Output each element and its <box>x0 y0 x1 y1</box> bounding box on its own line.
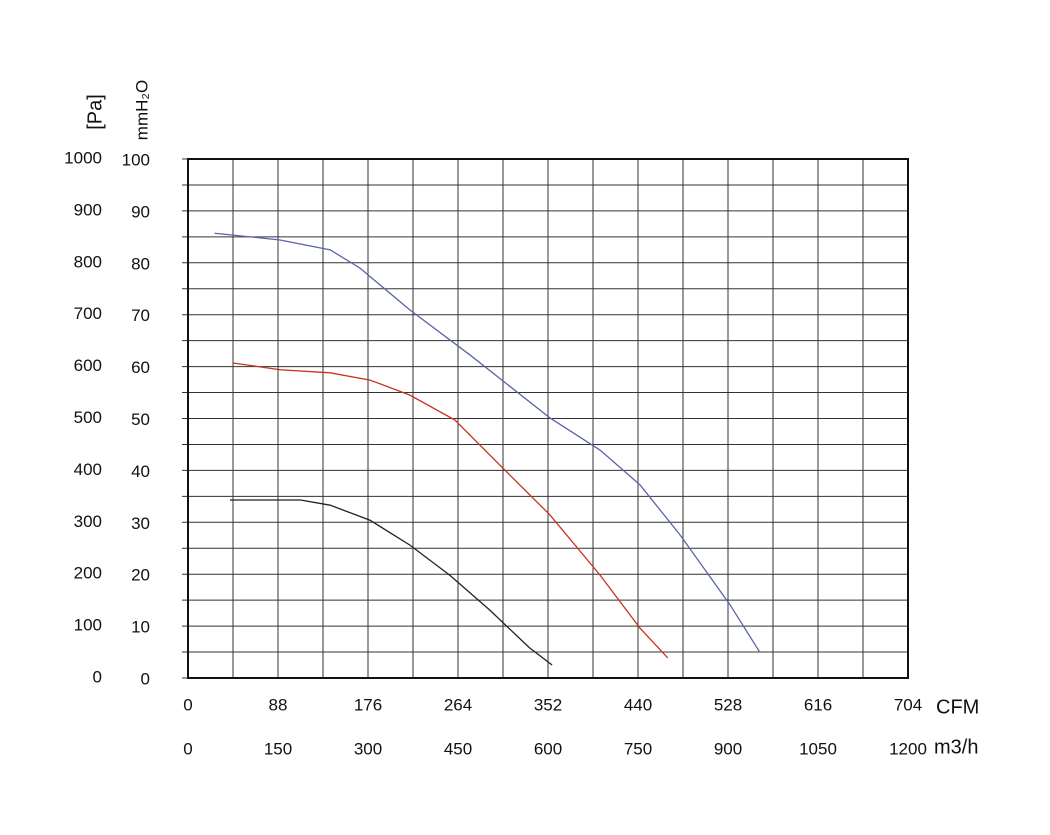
x2-tick-label: 1200 <box>889 739 927 758</box>
y-tick-label: 100 <box>74 616 102 635</box>
y2-tick-label: 60 <box>131 358 150 377</box>
x-tick-label: 264 <box>444 695 472 714</box>
y-tick-label: 1000 <box>64 148 102 167</box>
y2-tick-label: 50 <box>131 410 150 429</box>
x-tick-label: 88 <box>269 695 288 714</box>
x-tick-label: 440 <box>624 695 652 714</box>
y2-tick-label: 40 <box>131 462 150 481</box>
y2-tick-label: 0 <box>141 669 150 688</box>
x-tick-label: 528 <box>714 695 742 714</box>
fan-curve <box>214 232 761 653</box>
fan-curve <box>232 362 669 659</box>
x-tick-label: 616 <box>804 695 832 714</box>
y-tick-label: 200 <box>74 564 102 583</box>
y-tick-label: 900 <box>74 200 102 219</box>
x2-tick-label: 1050 <box>799 739 837 758</box>
x2-tick-label: 900 <box>714 739 742 758</box>
y-tick-label: 400 <box>74 460 102 479</box>
x2-tick-label: 450 <box>444 739 472 758</box>
x-tick-label: 176 <box>354 695 382 714</box>
y-tick-label: 700 <box>74 304 102 323</box>
y-tick-label: 0 <box>93 667 102 686</box>
x-axis-label: CFM <box>936 696 979 718</box>
x-tick-label: 704 <box>894 695 922 714</box>
y2-tick-label: 30 <box>131 514 150 533</box>
x2-tick-label: 150 <box>264 739 292 758</box>
y2-tick-label: 20 <box>131 566 150 585</box>
x2-tick-label: 600 <box>534 739 562 758</box>
y2-tick-label: 10 <box>131 618 150 637</box>
x2-axis-label: m3/h <box>934 736 978 758</box>
y-tick-label: 500 <box>74 408 102 427</box>
x2-tick-label: 0 <box>183 739 192 758</box>
x2-tick-label: 750 <box>624 739 652 758</box>
y-tick-label: 300 <box>74 512 102 531</box>
y2-tick-label: 90 <box>131 202 150 221</box>
y-axis-label: [Pa] <box>84 94 106 130</box>
y2-tick-label: 100 <box>122 150 150 169</box>
y2-tick-label: 70 <box>131 306 150 325</box>
plot-frame <box>187 158 909 679</box>
y-tick-label: 600 <box>74 356 102 375</box>
y2-axis-label: mmH₂O <box>132 80 151 140</box>
x-tick-label: 0 <box>183 695 192 714</box>
x2-tick-label: 300 <box>354 739 382 758</box>
y2-tick-label: 80 <box>131 254 150 273</box>
x-tick-label: 352 <box>534 695 562 714</box>
y-tick-label: 800 <box>74 252 102 271</box>
fan-curve <box>229 499 553 666</box>
